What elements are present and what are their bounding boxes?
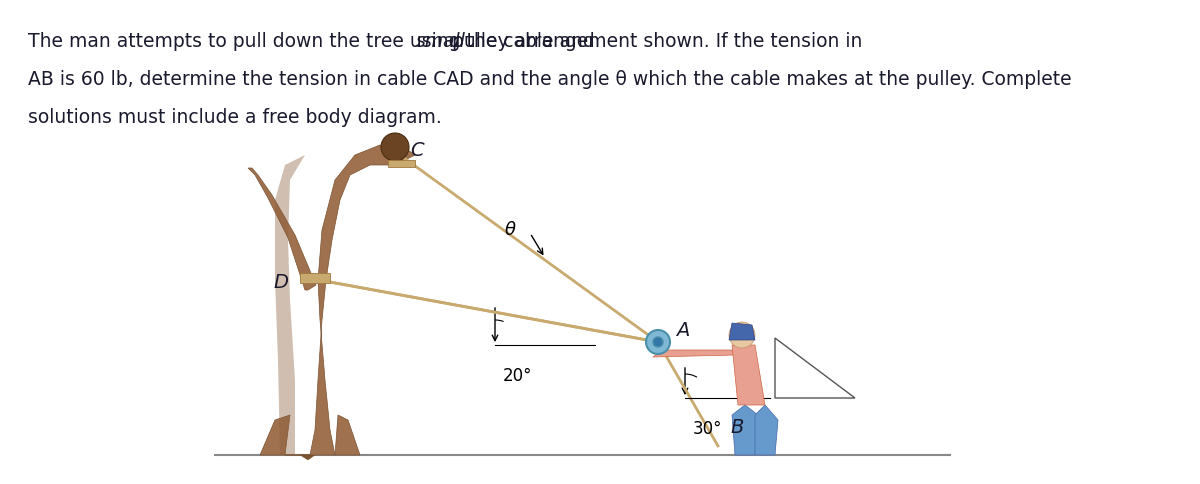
Text: 30°: 30° (694, 420, 722, 438)
Polygon shape (730, 323, 755, 340)
Polygon shape (300, 273, 330, 283)
Polygon shape (732, 345, 766, 405)
Polygon shape (335, 415, 360, 455)
Text: pulley arrangement shown. If the tension in: pulley arrangement shown. If the tension… (446, 32, 863, 51)
Text: C: C (410, 140, 424, 160)
Text: D: D (274, 273, 288, 292)
Text: small: small (416, 32, 466, 51)
Text: B: B (730, 419, 743, 438)
Text: 20°: 20° (503, 367, 533, 385)
Circle shape (653, 337, 662, 347)
Text: The man attempts to pull down the tree using the cable and: The man attempts to pull down the tree u… (28, 32, 601, 51)
Circle shape (730, 322, 755, 348)
Text: AB is 60 lb, determine the tension in cable CAD and the angle θ which the cable : AB is 60 lb, determine the tension in ca… (28, 70, 1072, 89)
Polygon shape (300, 455, 314, 460)
Text: A: A (676, 320, 689, 339)
Circle shape (382, 133, 409, 161)
Text: θ: θ (504, 221, 516, 239)
Polygon shape (755, 405, 778, 455)
Polygon shape (248, 168, 316, 290)
Polygon shape (260, 415, 290, 455)
Text: solutions must include a free body diagram.: solutions must include a free body diagr… (28, 108, 442, 127)
Circle shape (646, 330, 670, 354)
Polygon shape (732, 405, 758, 455)
Polygon shape (388, 160, 415, 167)
Polygon shape (653, 350, 745, 357)
Polygon shape (275, 155, 305, 455)
Polygon shape (286, 145, 415, 455)
